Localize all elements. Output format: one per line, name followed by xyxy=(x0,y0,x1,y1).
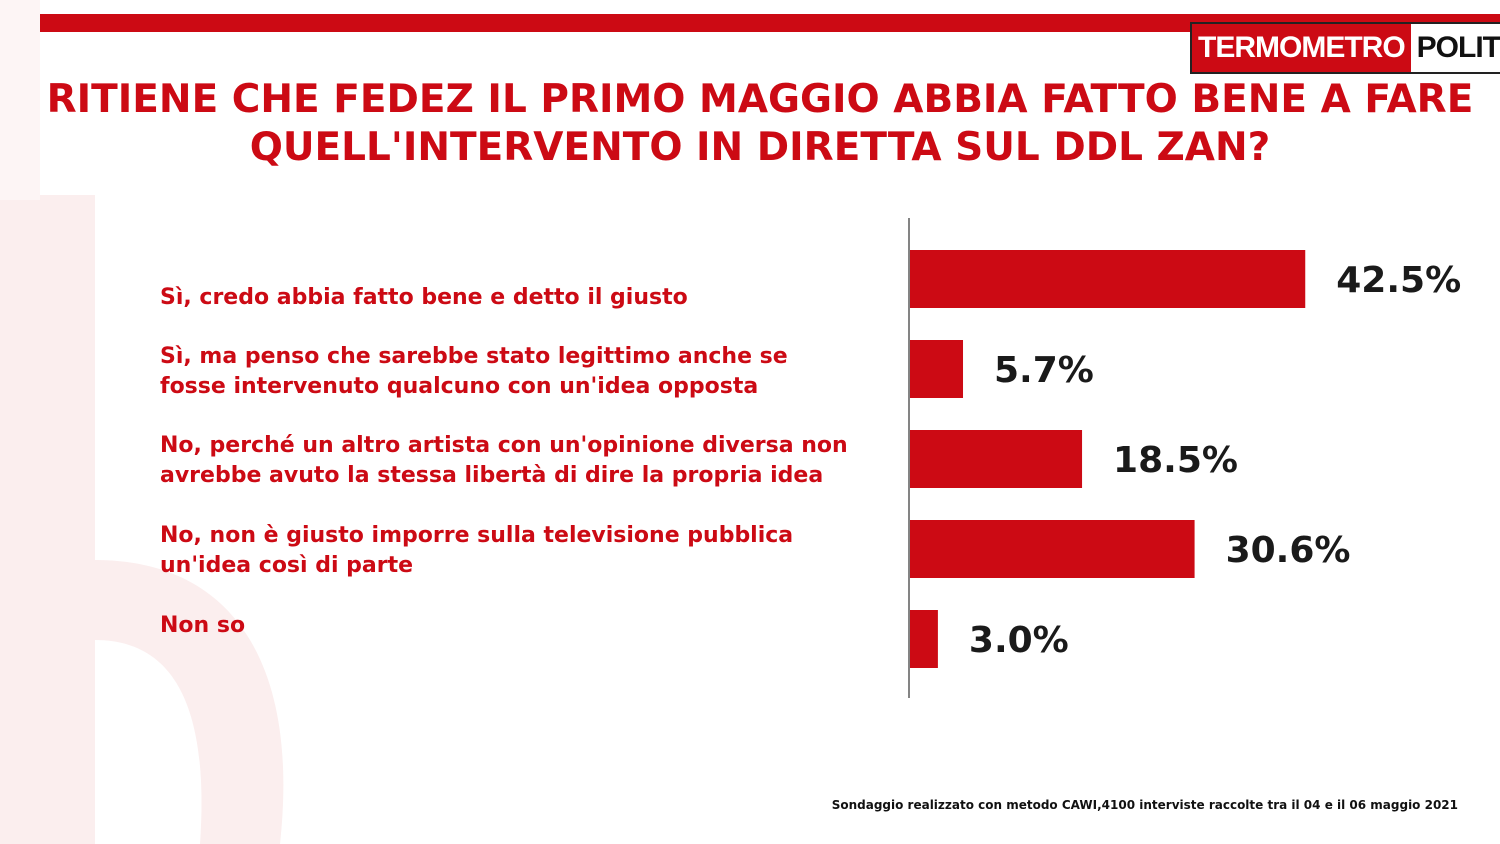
top-accent-bar xyxy=(0,14,1500,32)
data-label-4: 3.0% xyxy=(969,620,1069,661)
logo-right-text: POLITICO xyxy=(1410,24,1500,72)
category-label-4: Non so xyxy=(160,611,900,641)
bar-chart: 42.5% 5.7% 18.5% 30.6% 3.0% xyxy=(908,218,1461,698)
category-label-1-line-0: Sì, ma penso che sarebbe stato legittimo… xyxy=(160,344,788,369)
termometro-politico-logo: TERMOMETRO POLITICO xyxy=(1190,22,1500,74)
bar-4 xyxy=(910,610,938,668)
bar-0 xyxy=(910,250,1306,308)
category-label-2-line-0: No, perché un altro artista con un'opini… xyxy=(160,433,848,458)
chart-title: RITIENE CHE FEDEZ IL PRIMO MAGGIO ABBIA … xyxy=(46,77,1474,170)
bar-3 xyxy=(910,520,1195,578)
category-label-2: No, perché un altro artista con un'opini… xyxy=(160,431,900,491)
data-label-0: 42.5% xyxy=(1336,260,1461,301)
category-label-0-line-0: Sì, credo abbia fatto bene e detto il gi… xyxy=(160,285,688,310)
category-label-3-line-0: No, non è giusto imporre sulla televisio… xyxy=(160,523,794,548)
data-label-1: 5.7% xyxy=(994,350,1094,391)
category-label-0: Sì, credo abbia fatto bene e detto il gi… xyxy=(160,283,900,313)
category-label-1-line-1: fosse intervenuto qualcuno con un'idea o… xyxy=(160,374,759,399)
category-label-4-line-0: Non so xyxy=(160,613,246,638)
data-label-2: 18.5% xyxy=(1113,440,1238,481)
logo-left-text: TERMOMETRO xyxy=(1192,24,1411,72)
category-label-2-line-1: avrebbe avuto la stessa libertà di dire … xyxy=(160,463,824,488)
data-label-3: 30.6% xyxy=(1226,530,1351,571)
footer-note: Sondaggio realizzato con metodo CAWI,410… xyxy=(831,798,1458,812)
bar-2 xyxy=(910,430,1083,488)
category-label-1: Sì, ma penso che sarebbe stato legittimo… xyxy=(160,342,900,402)
category-label-3-line-1: un'idea così di parte xyxy=(160,553,414,578)
category-label-3: No, non è giusto imporre sulla televisio… xyxy=(160,521,900,581)
bar-1 xyxy=(910,340,964,398)
